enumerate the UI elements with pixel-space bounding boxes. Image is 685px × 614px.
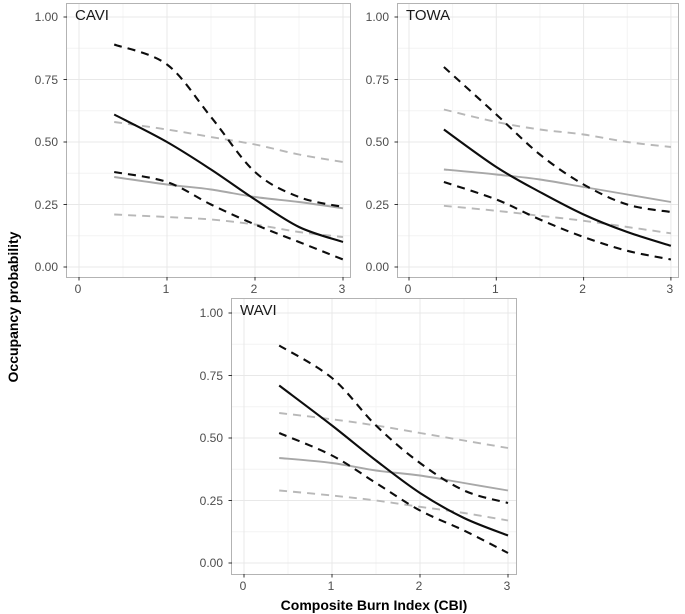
panel-canvas: [63, 4, 350, 281]
series-gray-upper-ci-line: [279, 412, 509, 449]
series-gray-mean-line: [443, 168, 672, 203]
x-tick-label: 1: [491, 282, 499, 296]
x-tick-label: 1: [327, 579, 335, 593]
y-tick-label: 1.00: [199, 306, 223, 320]
panel-canvas: [394, 4, 678, 281]
y-tick-label: 0.50: [34, 135, 58, 149]
series-black-mean-line: [443, 128, 672, 247]
series-gray-lower-ci-line: [443, 204, 672, 235]
x-tick-label: 3: [338, 282, 346, 296]
panel-title: CAVI: [75, 7, 109, 24]
y-tick-label: 0.50: [365, 135, 389, 149]
y-tick-label: 0.25: [365, 197, 389, 212]
plot-panel-wavi: [228, 298, 517, 578]
series-black-upper-ci-line: [113, 43, 344, 209]
series-gray-lower-ci-line: [279, 489, 509, 522]
x-tick-label: 0: [74, 282, 82, 296]
series-gray-upper-ci-line: [443, 108, 672, 148]
panel-title: TOWA: [406, 7, 451, 24]
series-gray-upper-ci-line: [114, 121, 344, 163]
y-tick-label: 0.50: [199, 431, 223, 445]
series-gray-mean-line: [279, 457, 509, 492]
y-tick-label: 1.00: [34, 10, 58, 24]
y-tick-label: 0.00: [199, 556, 223, 570]
panel-title: WAVI: [240, 302, 277, 319]
series-black-lower-ci-line: [443, 181, 672, 261]
series-gray-mean-line: [114, 176, 344, 210]
x-tick-label: 0: [404, 282, 412, 296]
y-tick-label: 0.75: [199, 368, 223, 383]
x-tick-label: 2: [579, 282, 586, 296]
x-tick-label: 2: [250, 282, 258, 296]
y-tick-label: 0.75: [34, 72, 58, 87]
plot-panel-cavi: [63, 3, 351, 281]
series-black-lower-ci-line: [114, 170, 344, 261]
y-axis-title: Occupancy probability: [5, 231, 21, 383]
series-gray-lower-ci-line: [114, 213, 344, 238]
series-black-upper-ci-line: [278, 344, 509, 505]
x-axis-title: Composite Burn Index (CBI): [280, 597, 468, 613]
panel-canvas: [228, 299, 516, 578]
series-black-lower-ci-line: [278, 432, 509, 554]
x-tick-label: 2: [415, 579, 423, 593]
y-tick-label: 0.00: [34, 260, 58, 274]
x-tick-label: 3: [503, 579, 511, 593]
series-black-upper-ci-line: [443, 66, 672, 214]
y-tick-label: 0.25: [199, 493, 223, 508]
y-tick-label: 0.75: [365, 72, 389, 87]
y-tick-label: 1.00: [365, 10, 389, 24]
y-tick-label: 0.00: [365, 260, 389, 274]
y-tick-label: 0.25: [34, 197, 58, 212]
plot-panel-towa: [394, 3, 679, 281]
x-tick-label: 1: [162, 282, 170, 296]
x-tick-label: 0: [239, 579, 247, 593]
x-tick-label: 3: [666, 282, 674, 296]
series-black-mean-line: [113, 113, 344, 243]
series-black-mean-line: [278, 384, 509, 537]
